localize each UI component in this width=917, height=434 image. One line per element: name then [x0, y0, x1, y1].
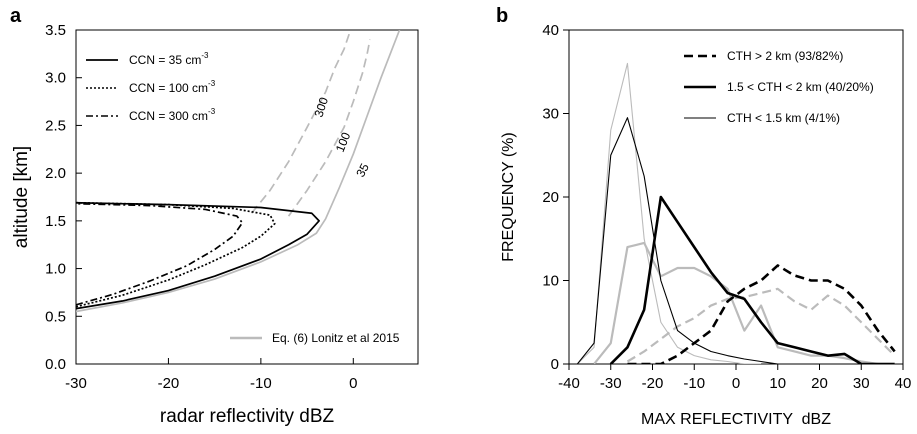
panel-a-series-5: [287, 39, 371, 217]
legend-b-label-1: CTH > 2 km (93/82%): [727, 49, 843, 63]
legend-a-label-1-text: CCN = 35 cm: [129, 53, 201, 67]
panel-a-series-0: [76, 201, 320, 310]
panel-b-x-axis-label: MAX REFLECTIVITY dBZ: [641, 411, 831, 428]
panel-b-lines: [576, 62, 896, 364]
panel-b-x-tick-label: 20: [811, 375, 828, 392]
legend-b-label-2: 1.5 < CTH < 2 km (40/20%): [727, 80, 874, 94]
panel-a-plot-frame: [75, 29, 419, 365]
panel-a-y-axis-label: altitude [km]: [11, 146, 32, 248]
legend-a-label-3: CCN = 300 cm-3: [129, 107, 216, 123]
panel-b-y-tick-label: 0: [551, 356, 559, 373]
panel-b-series-3: [593, 241, 895, 364]
panel-b: b -40 -30 -20 -10 0 10 20 30 40 0 10 20 30 40 CTH > 2…: [496, 5, 911, 428]
panel-a-x-tick-label: 0: [349, 375, 357, 392]
panel-b-y-tick-label: 30: [542, 106, 559, 123]
panel-a-ticks: -30 -20 -10 0 0.0 0.5 1.0 1.5 2.0 2.5 3.0 3.5: [45, 22, 357, 392]
panel-a-x-tick-label: -10: [250, 375, 272, 392]
panel-a-lines: [76, 30, 401, 313]
panel-a-y-tick-label: 2.0: [45, 165, 66, 182]
panel-a-y-tick-label: 3.5: [45, 22, 66, 39]
annotation-35: 35: [353, 161, 372, 180]
panel-a-legend: CCN = 35 cm-3 CCN = 100 cm-3 CCN = 300 c…: [86, 51, 400, 345]
panel-b-series-0: [627, 264, 896, 364]
panel-a: a -30 -20 -10 0 0.0 0.5 1.0 1.5 2.0 2.5 3.0 3.5 300…: [10, 5, 419, 427]
panel-a-x-tick-label: -30: [65, 375, 87, 392]
panel-a-y-tick-label: 0.5: [45, 308, 66, 325]
panel-a-x-axis-label: radar reflectivity dBZ: [160, 406, 335, 427]
panel-a-y-tick-label: 0.0: [45, 356, 66, 373]
panel-a-y-tick-label: 2.5: [45, 117, 66, 134]
panel-b-series-4: [576, 117, 828, 364]
panel-a-letter: a: [10, 5, 22, 27]
panel-b-y-tick-label: 10: [542, 273, 559, 290]
panel-b-series-1: [626, 287, 896, 363]
panel-b-y-axis-label: FREQUENCY (%): [500, 132, 517, 262]
panel-a-series-4: [250, 30, 352, 214]
legend-a-label-3-text: CCN = 300 cm: [129, 109, 208, 123]
panel-a-y-tick-label: 1.0: [45, 261, 66, 278]
panel-b-x-tick-label: -30: [600, 375, 622, 392]
legend-a-label-eq6: Eq. (6) Lonitz et al 2015: [272, 331, 400, 345]
panel-a-series-3: [76, 30, 401, 313]
legend-a-label-2-text: CCN = 100 cm: [129, 81, 208, 95]
panel-b-x-tick-label: 0: [732, 375, 740, 392]
panel-b-legend: CTH > 2 km (93/82%) 1.5 < CTH < 2 km (40…: [684, 49, 874, 125]
panel-a-y-tick-label: 1.5: [45, 213, 66, 230]
legend-a-label-3-sup: -3: [208, 107, 216, 116]
legend-a-label-2-sup: -3: [208, 79, 216, 88]
panel-b-x-tick-label: -20: [642, 375, 664, 392]
panel-b-x-tick-label: -10: [683, 375, 705, 392]
panel-a-annotations: 300 100 35: [312, 95, 373, 179]
panel-b-x-tick-label: 30: [853, 375, 870, 392]
panel-a-y-tick-label: 3.0: [45, 70, 66, 87]
panel-b-series-5: [576, 62, 762, 364]
panel-a-series-2: [76, 202, 244, 306]
panel-b-x-tick-label: -40: [558, 375, 580, 392]
panel-b-x-tick-label: 10: [769, 375, 786, 392]
panel-b-ticks: -40 -30 -20 -10 0 10 20 30 40 0 10 20 30 40: [542, 22, 911, 392]
panel-b-series-2: [609, 195, 895, 364]
legend-b-label-3: CTH < 1.5 km (4/1%): [727, 111, 840, 125]
legend-a-label-2: CCN = 100 cm-3: [129, 79, 216, 95]
annotation-300: 300: [312, 95, 332, 119]
panel-a-x-tick-label: -20: [158, 375, 180, 392]
panel-a-series-1: [76, 201, 276, 308]
panel-b-letter: b: [496, 5, 508, 27]
panel-b-y-tick-label: 40: [542, 22, 559, 39]
annotation-100: 100: [333, 130, 354, 154]
panel-b-y-tick-label: 20: [542, 189, 559, 206]
panel-b-x-tick-label: 40: [895, 375, 912, 392]
legend-a-label-1-sup: -3: [201, 51, 209, 60]
legend-a-label-1: CCN = 35 cm-3: [129, 51, 209, 67]
